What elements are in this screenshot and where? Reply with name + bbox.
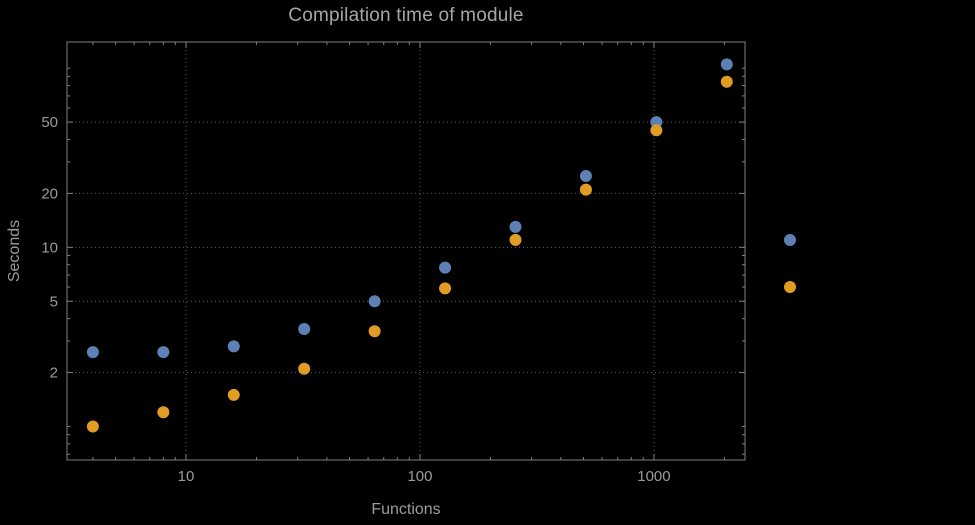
data-point xyxy=(650,116,663,129)
data-point xyxy=(157,346,170,359)
chart-title: Compilation time of module xyxy=(288,5,524,26)
plot-frame xyxy=(66,41,746,461)
legend-marker-orange-series xyxy=(784,281,796,293)
x-tick-labels: 10 100 1000 xyxy=(178,468,671,485)
data-point xyxy=(720,75,733,88)
data-point xyxy=(439,282,452,295)
x-axis-label: Functions xyxy=(371,501,441,518)
x-tick-label: 100 xyxy=(407,468,432,485)
data-point xyxy=(86,346,99,359)
data-point xyxy=(298,323,311,336)
data-point xyxy=(439,261,452,274)
data-point xyxy=(650,124,663,137)
data-point xyxy=(720,58,733,71)
x-tick-label: 1000 xyxy=(637,468,670,485)
data-point xyxy=(368,295,381,308)
orange-series-points xyxy=(86,75,733,433)
y-tick-label: 10 xyxy=(41,239,58,256)
axis-ticks xyxy=(67,42,745,460)
y-tick-labels: 2 5 10 20 50 xyxy=(41,114,58,381)
legend-marker-blue-series xyxy=(784,234,796,246)
blue-series-points xyxy=(86,58,733,359)
data-point xyxy=(579,183,592,196)
y-tick-label: 20 xyxy=(41,185,58,202)
y-tick-label: 2 xyxy=(50,365,58,382)
data-point xyxy=(509,220,522,233)
legend-markers xyxy=(784,234,796,293)
data-point xyxy=(86,420,99,433)
data-point xyxy=(368,325,381,338)
data-point xyxy=(227,340,240,353)
data-point xyxy=(157,406,170,419)
gridlines xyxy=(67,42,745,460)
data-point xyxy=(298,362,311,375)
x-tick-label: 10 xyxy=(178,468,195,485)
y-tick-label: 5 xyxy=(50,293,58,310)
data-point xyxy=(227,388,240,401)
y-tick-label: 50 xyxy=(41,114,58,131)
y-axis-label: Seconds xyxy=(6,219,23,283)
data-point xyxy=(509,233,522,246)
data-point xyxy=(579,170,592,183)
